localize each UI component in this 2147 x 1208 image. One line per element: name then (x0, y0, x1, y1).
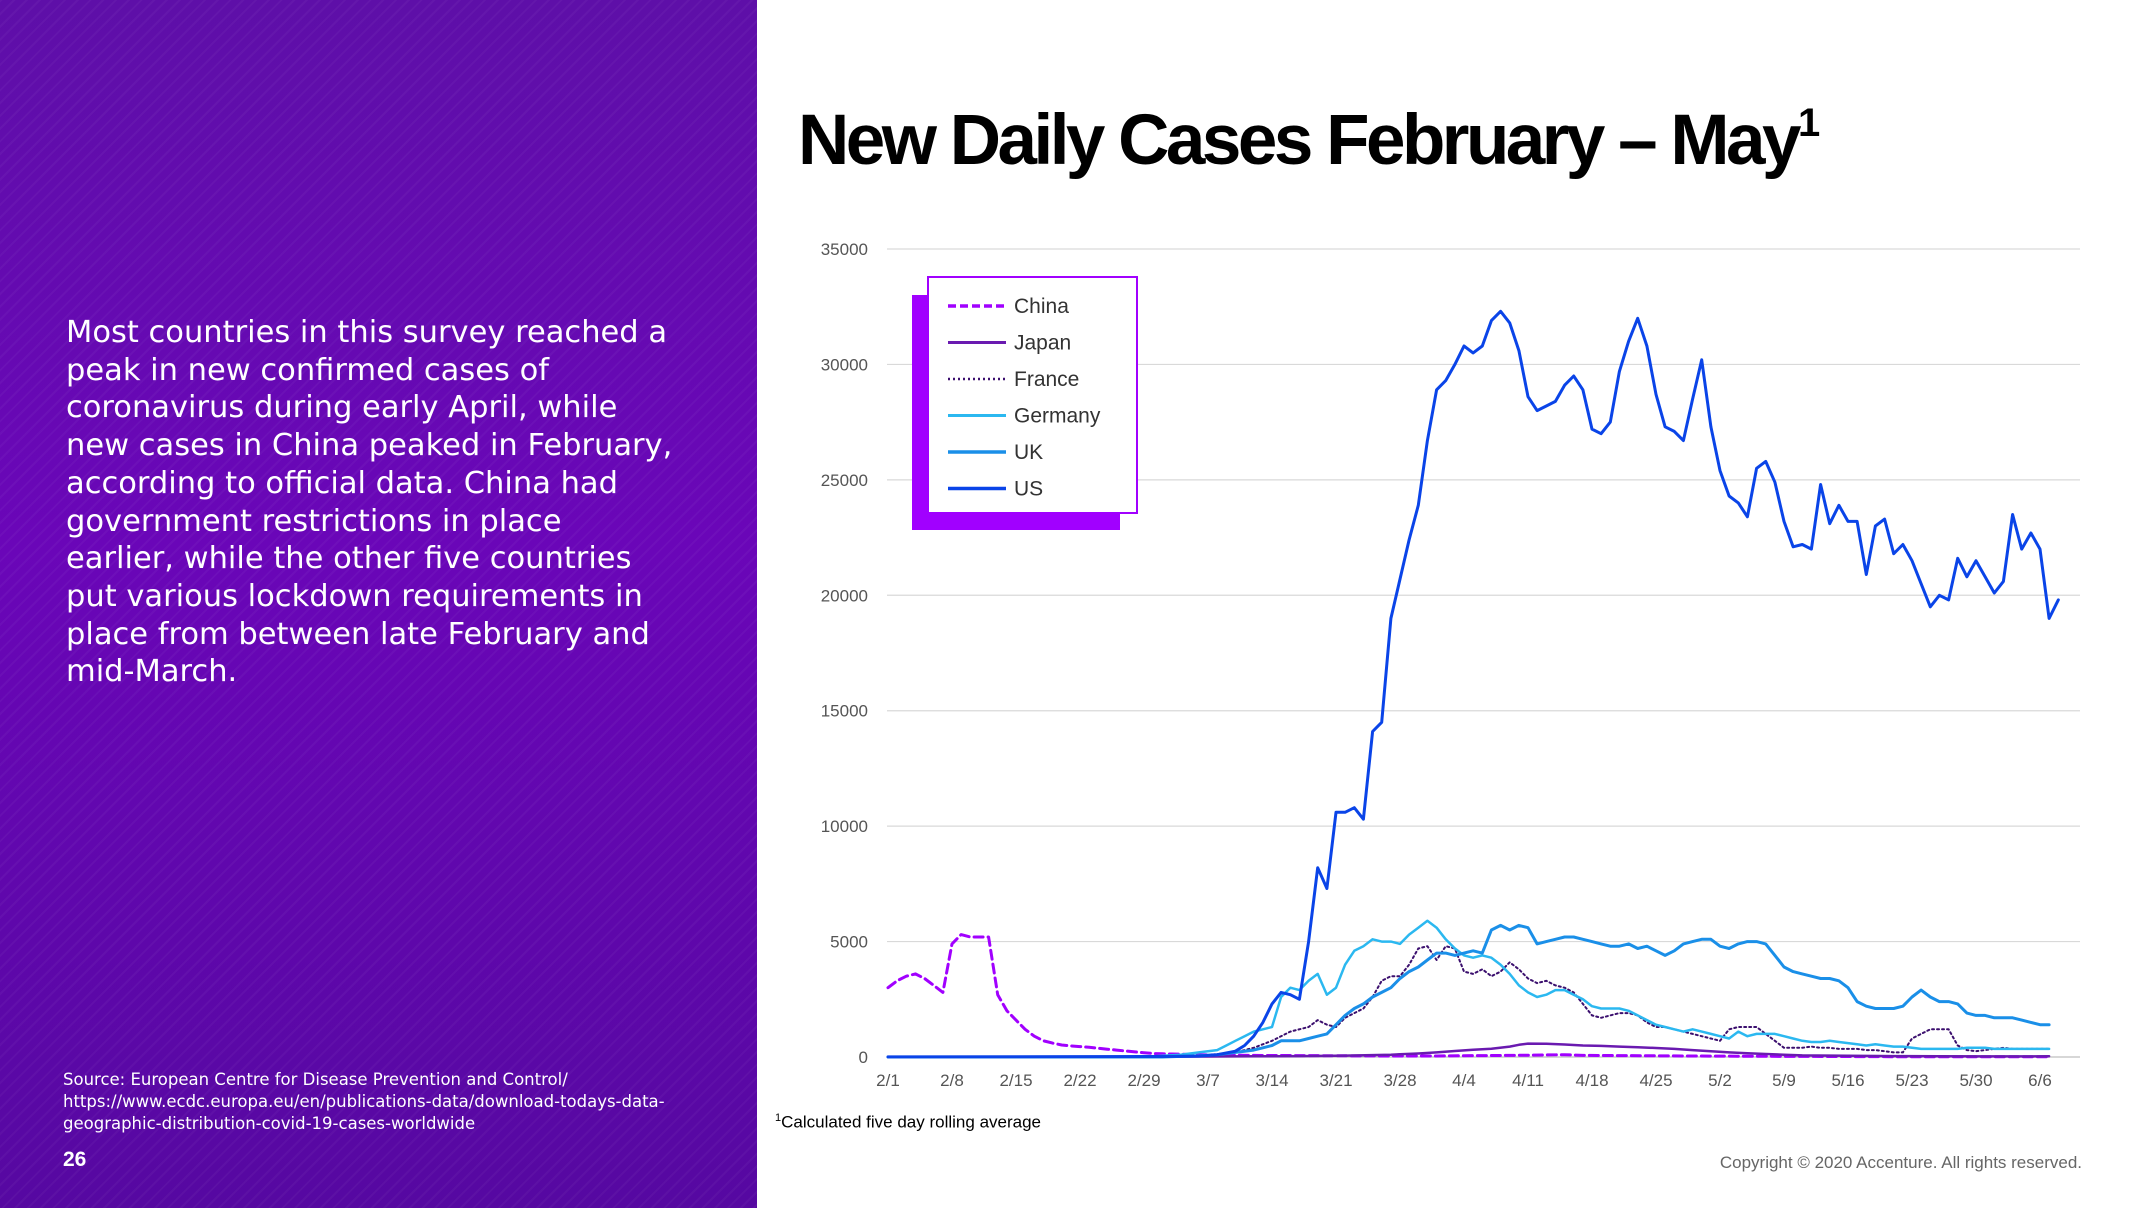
series-line-uk (886, 923, 2051, 1059)
legend-box (927, 276, 1138, 514)
x-tick-label: 4/11 (1512, 1071, 1544, 1090)
y-tick-label: 10000 (821, 817, 868, 836)
title-footnote-mark: 1 (1797, 101, 1821, 145)
series-line-japan (886, 1042, 2051, 1059)
x-tick-label: 2/15 (999, 1071, 1032, 1090)
x-tick-label: 3/28 (1383, 1071, 1416, 1090)
copyright: Copyright © 2020 Accenture. All rights r… (1719, 1153, 2082, 1172)
footnote-mark: 1 (775, 1112, 782, 1124)
legend-label-uk: UK (1014, 441, 1043, 464)
chart-title-text: New Daily Cases February – May (798, 101, 1801, 180)
footnote-text: Calculated five day rolling average (781, 1112, 1041, 1132)
x-tick-label: 5/2 (1708, 1071, 1732, 1090)
series-line-china (886, 933, 2051, 1059)
legend-label-france: France (1014, 368, 1079, 391)
x-tick-label: 3/14 (1255, 1071, 1288, 1090)
x-tick-label: 5/9 (1772, 1071, 1796, 1090)
x-tick-label: 2/1 (876, 1071, 900, 1090)
x-tick-label: 5/30 (1959, 1071, 1992, 1090)
legend-label-germany: Germany (1014, 405, 1101, 428)
left-panel: Most countries in this survey reached a … (0, 0, 757, 1208)
legend-label-japan: Japan (1014, 332, 1071, 355)
series-line-us (886, 309, 2060, 1059)
series-line-germany (886, 919, 2051, 1059)
y-tick-label: 25000 (821, 471, 868, 490)
x-tick-label: 4/18 (1575, 1071, 1608, 1090)
page-number: 26 (63, 1148, 87, 1171)
y-tick-label: 0 (859, 1048, 868, 1067)
source-citation: Source: European Centre for Disease Prev… (63, 1070, 665, 1133)
x-tick-label: 4/25 (1639, 1071, 1672, 1090)
x-tick-label: 3/21 (1319, 1071, 1352, 1090)
legend-label-china: China (1014, 295, 1069, 318)
x-tick-label: 2/8 (940, 1071, 964, 1090)
y-tick-label: 15000 (821, 702, 868, 721)
panel-texture (0, 0, 757, 1208)
chart-title: New Daily Cases February – May1 (798, 100, 1820, 181)
legend-label-us: US (1014, 478, 1043, 501)
series-line-france (887, 945, 2051, 1058)
x-tick-label: 3/7 (1196, 1071, 1220, 1090)
summary-text: Most countries in this survey reached a … (66, 315, 673, 690)
x-tick-label: 6/6 (2028, 1071, 2052, 1090)
x-tick-label: 2/29 (1127, 1071, 1160, 1090)
y-tick-label: 20000 (821, 586, 868, 605)
x-tick-label: 5/16 (1831, 1071, 1864, 1090)
y-tick-label: 5000 (830, 933, 868, 952)
y-tick-label: 30000 (821, 355, 868, 374)
footnote: 1Calculated five day rolling average (775, 1112, 1041, 1133)
x-tick-label: 4/4 (1452, 1071, 1476, 1090)
x-tick-label: 2/22 (1063, 1071, 1096, 1090)
x-tick-label: 5/23 (1895, 1071, 1928, 1090)
y-tick-label: 35000 (821, 240, 868, 259)
